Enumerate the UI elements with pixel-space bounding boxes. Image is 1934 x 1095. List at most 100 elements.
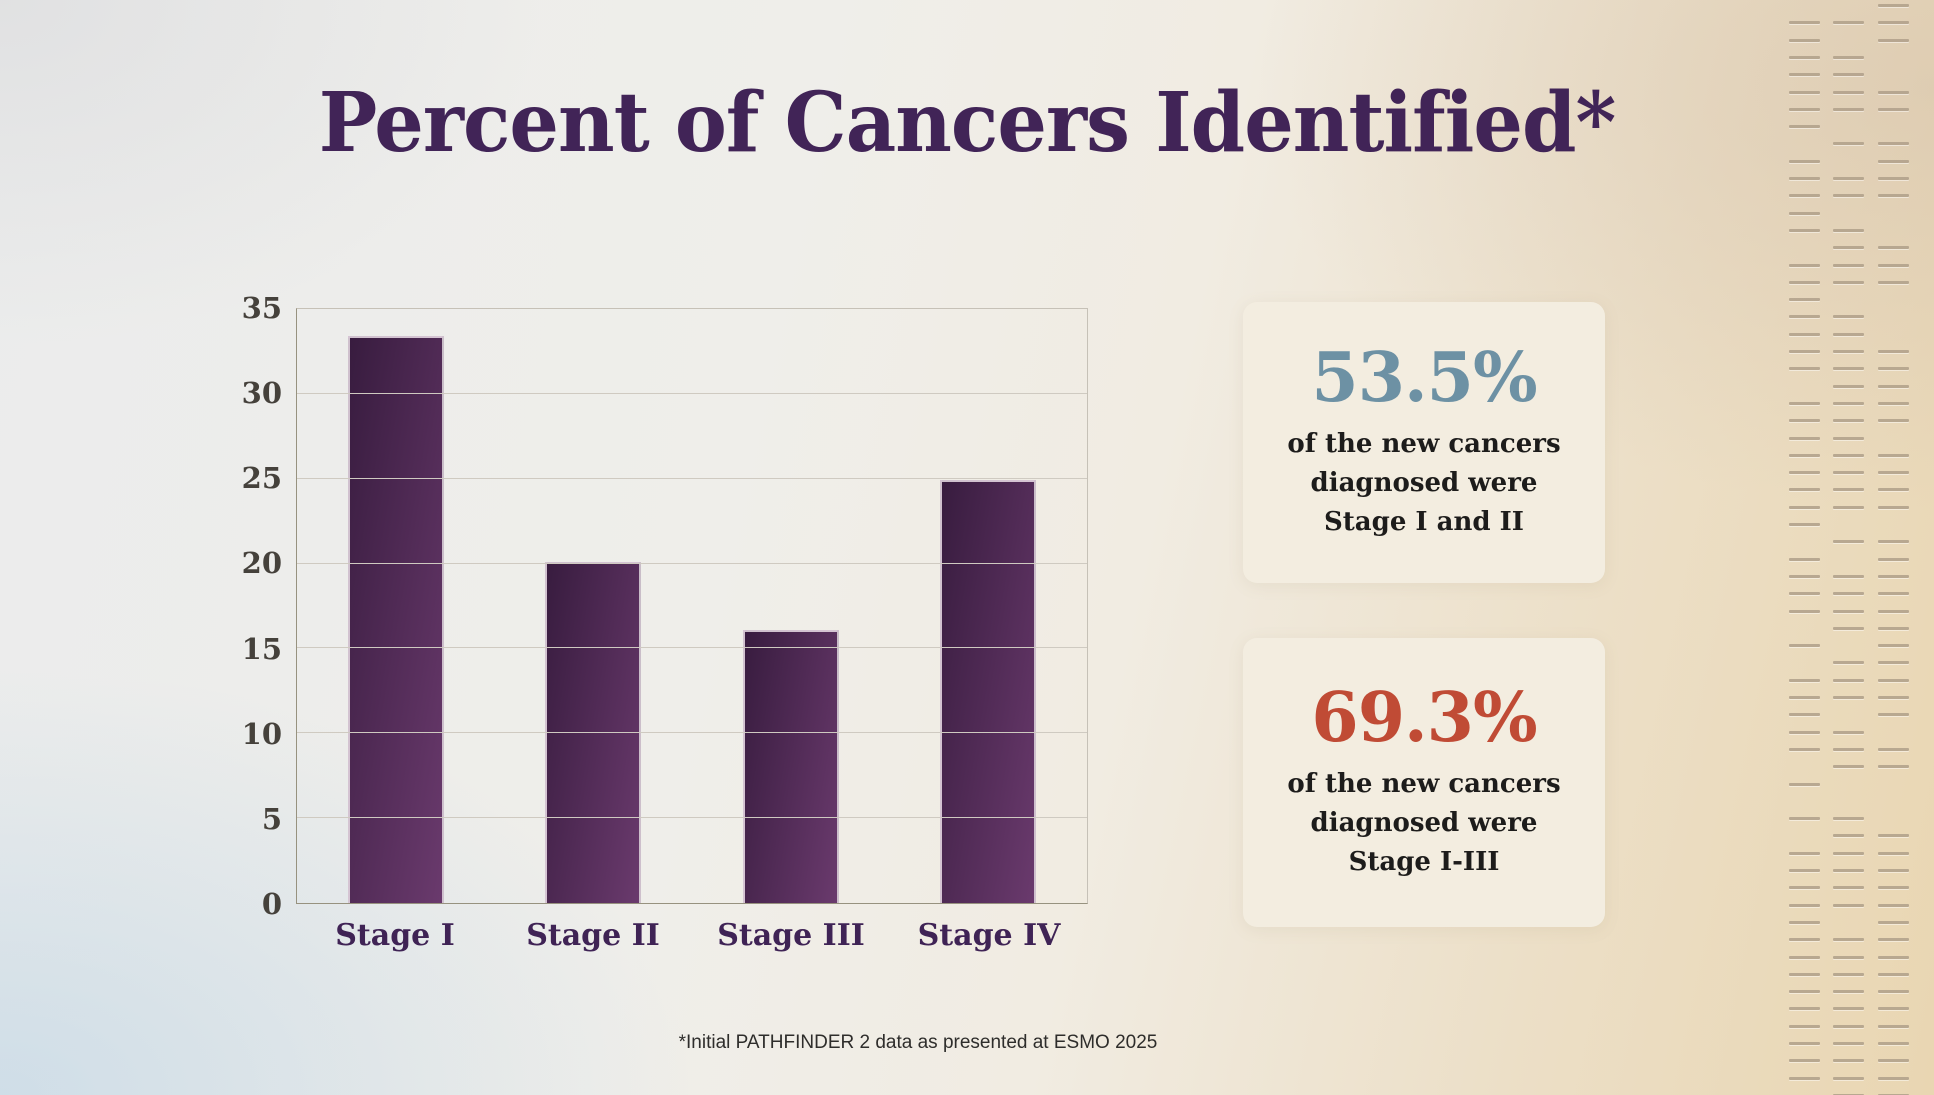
gridline (297, 392, 1087, 394)
ruler-dash (1833, 592, 1864, 596)
y-axis-tick-label: 0 (261, 887, 282, 921)
ruler-dash (1833, 1076, 1864, 1080)
stat-card-stage-i-ii: 53.5% of the new cancers diagnosed were … (1243, 302, 1605, 583)
ruler-dash (1833, 540, 1864, 544)
ruler-dash (1789, 817, 1820, 821)
ruler-dash (1789, 1024, 1820, 1028)
ruler-dash (1789, 194, 1820, 198)
ruler-dash (1833, 505, 1864, 509)
ruler-dash (1789, 125, 1820, 129)
ruler-dash (1789, 263, 1820, 267)
ruler-dash (1833, 367, 1864, 371)
ruler-dash (1878, 592, 1909, 596)
ruler-dash (1878, 107, 1909, 111)
ruler-dash (1878, 696, 1909, 699)
ruler-dash (1878, 678, 1909, 682)
ruler-dash (1789, 696, 1820, 699)
ruler-dash (1833, 194, 1864, 198)
ruler-dash (1833, 886, 1864, 890)
ruler-dash (1878, 990, 1909, 994)
ruler-dash (1789, 574, 1820, 578)
ruler-dash (1833, 678, 1864, 682)
ruler-dash (1878, 1093, 1909, 1095)
ruler-dash (1789, 436, 1820, 440)
ruler-dash (1789, 367, 1820, 371)
ruler-dash (1789, 1042, 1820, 1045)
ruler-dash (1878, 194, 1909, 198)
ruler-dash (1833, 107, 1864, 111)
ruler-dash (1789, 782, 1820, 786)
ruler-dash (1789, 713, 1820, 717)
x-axis-category-label: Stage IV (917, 918, 1061, 953)
ruler-dash (1833, 626, 1864, 630)
ruler-dash (1833, 263, 1864, 267)
ruler-dash (1833, 1024, 1864, 1028)
ruler-dash (1878, 38, 1909, 42)
ruler-dash (1833, 1007, 1864, 1011)
ruler-dash (1789, 505, 1820, 509)
ruler-dash (1878, 540, 1909, 544)
y-axis-tick-label: 10 (241, 716, 282, 751)
ruler-dash (1789, 177, 1820, 180)
ruler-dash (1833, 938, 1864, 942)
ruler-dash (1789, 315, 1820, 319)
ruler-dash (1789, 419, 1820, 423)
ruler-dash (1789, 453, 1820, 457)
gridline (297, 647, 1087, 649)
ruler-dash (1833, 1093, 1864, 1095)
ruler-dash (1789, 401, 1820, 405)
ruler-dash (1878, 159, 1909, 163)
ruler-dash (1878, 557, 1909, 561)
ruler-dash (1833, 21, 1864, 25)
ruler-dash (1878, 280, 1909, 284)
ruler-dash (1789, 332, 1820, 336)
ruler-dash (1878, 765, 1909, 769)
ruler-dash (1833, 55, 1864, 59)
bar-group (297, 309, 1087, 903)
ruler-dash (1833, 1042, 1864, 1045)
ruler-dash (1789, 886, 1820, 890)
ruler-dash (1878, 834, 1909, 838)
ruler-dash (1878, 644, 1909, 648)
gridline (297, 817, 1087, 819)
ruler-dash (1833, 315, 1864, 319)
ruler-dash (1878, 869, 1909, 872)
stat-value: 69.3% (1311, 678, 1537, 759)
stat-description: of the new cancers diagnosed were Stage … (1287, 768, 1561, 877)
ruler-dash (1833, 1059, 1864, 1063)
ruler-dash (1833, 142, 1864, 146)
ruler-dash (1789, 869, 1820, 872)
ruler-dash (1789, 488, 1820, 492)
ruler-dash (1789, 350, 1820, 353)
ruler-dash (1878, 938, 1909, 942)
x-axis-category-label: Stage II (526, 918, 660, 953)
ruler-dash (1878, 851, 1909, 855)
ruler-dash (1878, 661, 1909, 665)
ruler-dash (1833, 609, 1864, 613)
ruler-dash (1878, 505, 1909, 509)
ruler-dash (1878, 142, 1909, 146)
ruler-dash (1833, 730, 1864, 734)
ruler-dash (1878, 1007, 1909, 1011)
ruler-dash (1878, 367, 1909, 371)
page-title: Percent of Cancers Identified* (318, 75, 1617, 171)
y-axis-tick-label: 35 (241, 291, 282, 325)
ruler-dash (1789, 228, 1820, 232)
y-axis-tick-label: 30 (241, 376, 282, 411)
ruler-dash (1789, 55, 1820, 59)
ruler-dash (1878, 574, 1909, 578)
chart-bar-stage-i (347, 336, 444, 903)
gridline (297, 477, 1087, 479)
ruler-dash (1789, 471, 1820, 475)
ruler-dash (1878, 713, 1909, 717)
ruler-dash (1789, 592, 1820, 596)
ruler-dash (1833, 765, 1864, 769)
ruler-dash (1789, 107, 1820, 111)
ruler-dash (1878, 1076, 1909, 1080)
ruler-dash (1789, 159, 1820, 163)
ruler-dash (1833, 350, 1864, 353)
ruler-dash (1878, 626, 1909, 630)
ruler-dash (1789, 21, 1820, 25)
ruler-dash (1789, 938, 1820, 942)
ruler-dash (1789, 747, 1820, 751)
